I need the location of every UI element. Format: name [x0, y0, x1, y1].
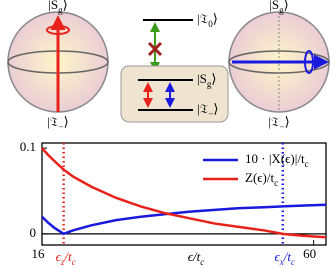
bloch-sphere-right: |Sg⟩ |𝔗−⟩	[228, 0, 330, 132]
series-line	[41, 203, 327, 236]
ket-label: |Sg⟩	[197, 71, 216, 89]
annotation: ϵx/tc	[274, 249, 295, 267]
x-axis-label: ϵ/tc	[188, 249, 205, 267]
y-tick-label: 0.1	[20, 139, 36, 154]
ket-label: |𝔗−⟩	[268, 114, 289, 132]
chart: 0 0.1 16 60 ϵ/tc ϵz/tc ϵx/tc 10 · |X(ϵ)|/tcZ(ϵ)…	[20, 139, 327, 267]
ket-label: |𝔗−⟩	[197, 101, 218, 119]
ket-label: |Sg⟩	[48, 0, 67, 15]
legend-label: 10 · |X(ϵ)|/tc	[245, 151, 309, 169]
x-tick-label: 60	[303, 246, 316, 261]
ket-label: |𝔗−⟩	[47, 114, 68, 132]
level-diagram: |𝔗0⟩ |Sg⟩ |𝔗−⟩	[120, 11, 229, 123]
series-line	[41, 147, 327, 239]
ket-label: |𝔗0⟩	[197, 11, 218, 29]
plot-frame	[41, 142, 327, 246]
x-tick-label: 16	[32, 246, 46, 261]
bloch-sphere-left: |Sg⟩ |𝔗−⟩	[7, 0, 109, 132]
y-tick-label: 0	[30, 225, 37, 240]
ket-label: |Sg⟩	[269, 0, 288, 15]
legend-label: Z(ϵ)/tc	[245, 170, 278, 188]
annotation: ϵz/tc	[56, 249, 76, 267]
